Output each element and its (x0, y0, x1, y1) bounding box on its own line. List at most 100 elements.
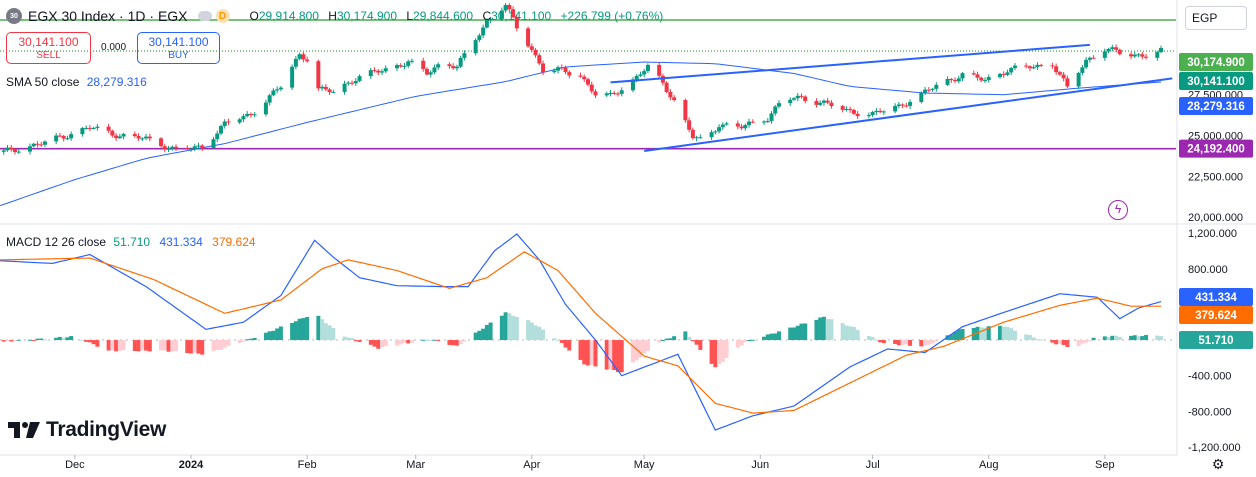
histogram-bar (484, 324, 489, 341)
settings-gear-icon[interactable]: ⚙ (1211, 456, 1225, 472)
histogram-bar (1076, 340, 1081, 347)
histogram-bar (593, 340, 598, 367)
signal-line-path (0, 251, 1161, 414)
candle-body (237, 119, 242, 123)
histogram-bar (69, 336, 74, 341)
candle-body (1065, 78, 1070, 87)
candle-body (814, 101, 819, 105)
candle-body (316, 61, 321, 89)
candle-body (720, 124, 725, 128)
histogram-bar (1027, 335, 1032, 341)
candle-body (451, 66, 456, 69)
sma-legend[interactable]: SMA 50 close 28,279.316 (6, 75, 147, 89)
candle-body (788, 99, 793, 104)
histogram-bar (660, 340, 665, 342)
histogram-bar (5, 340, 10, 342)
histogram-bar (1087, 340, 1092, 342)
symbol-title[interactable]: EGX 30 Index · 1D · EGX (28, 8, 188, 24)
candle-body (218, 125, 223, 134)
ohlc-values: O29,914.800 H30,174.900 L29,844.600 C30,… (249, 9, 664, 23)
spread-value: 0.000 (101, 42, 127, 53)
candle-body (881, 111, 886, 113)
histogram-bar (275, 328, 280, 341)
candle-body (578, 75, 583, 77)
histogram-bar (301, 318, 306, 341)
candle-body (855, 113, 860, 117)
candle-body (1027, 66, 1032, 69)
histogram-bar (664, 338, 669, 341)
histogram-bar (563, 340, 568, 348)
histogram-bar (462, 340, 467, 342)
candle-body (252, 114, 257, 116)
histogram-bar (342, 336, 347, 341)
candle-body (376, 70, 381, 73)
sell-button[interactable]: 30,141.100 SELL (6, 32, 91, 64)
histogram-bar (821, 316, 826, 341)
buy-button[interactable]: 30,141.100 BUY (137, 32, 220, 64)
histogram-bar (84, 340, 89, 342)
histogram-bar (87, 340, 92, 343)
candle-body (556, 67, 561, 71)
candle-body (642, 71, 647, 75)
last-price-label: 30,141.100 (1187, 76, 1245, 88)
candle-body (563, 67, 568, 73)
candle-body (514, 17, 519, 29)
candle-body (1001, 73, 1006, 75)
currency-selector[interactable]: EGP (1185, 6, 1247, 30)
histogram-bar (556, 339, 561, 341)
candle-body (567, 72, 572, 76)
histogram-bar (765, 334, 770, 341)
candle-body (683, 100, 688, 121)
histogram-bar (252, 337, 257, 341)
candle-body (454, 66, 459, 69)
candle-body (226, 121, 231, 123)
toggle-pill-icon[interactable] (197, 11, 212, 21)
candle-body (87, 127, 92, 129)
histogram-bar (215, 340, 220, 350)
candle-body (458, 57, 463, 67)
support-price-label-bg (1179, 139, 1253, 158)
candle-body (735, 123, 740, 127)
candle-body (162, 146, 167, 150)
candle-body (1057, 72, 1062, 75)
last-price-label-bg (1179, 72, 1253, 90)
histogram-bar (144, 340, 149, 351)
candle-body (593, 91, 598, 96)
histogram-bar (488, 322, 493, 341)
delayed-data-icon[interactable]: D (215, 9, 230, 23)
histogram-bar (323, 323, 328, 341)
histogram-bar (1102, 336, 1107, 341)
histogram-bar (170, 340, 175, 352)
candle-body (57, 135, 62, 137)
candle-body (245, 113, 250, 117)
candle-body (106, 126, 111, 131)
histogram-bar (409, 340, 414, 343)
histogram-bar (795, 325, 800, 341)
candle-body (121, 134, 126, 137)
histogram-bar (526, 320, 531, 341)
candle-body (615, 93, 620, 95)
flash-icon[interactable]: ϟ (1108, 200, 1128, 220)
histogram-bar (788, 327, 793, 341)
candle-body (945, 79, 950, 85)
macd-legend[interactable]: MACD 12 26 close 51.710 431.334 379.624 (6, 235, 256, 249)
histogram-bar (893, 340, 898, 344)
candle-body (791, 98, 796, 100)
histogram-bar (95, 340, 100, 347)
candle-body (747, 121, 752, 126)
candle-body (117, 136, 122, 139)
histogram-bar (855, 329, 860, 341)
histogram-bar (735, 340, 740, 348)
candle-body (1155, 52, 1160, 58)
candle-body (323, 86, 328, 90)
histogram-bar (982, 327, 987, 341)
candle-body (436, 64, 441, 68)
histogram-bar (290, 323, 295, 341)
candle-body (114, 135, 119, 139)
histogram-bar (1031, 337, 1036, 341)
candle-body (698, 137, 703, 139)
histogram-bar (91, 340, 96, 345)
candle-body (372, 70, 377, 72)
candle-body (765, 120, 770, 122)
histogram-bar (586, 340, 590, 366)
